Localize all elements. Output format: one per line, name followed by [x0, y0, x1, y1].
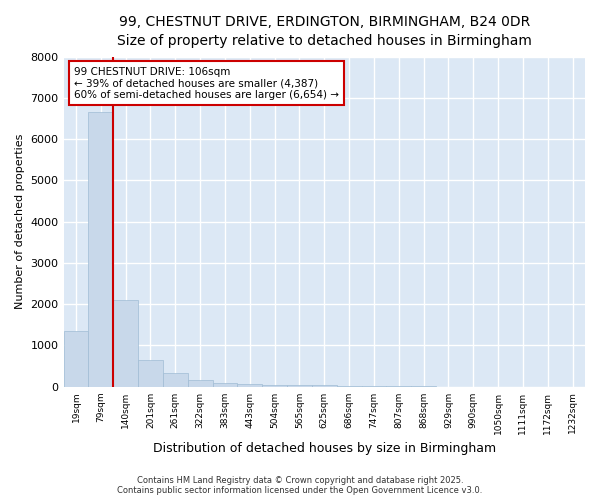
Title: 99, CHESTNUT DRIVE, ERDINGTON, BIRMINGHAM, B24 0DR
Size of property relative to : 99, CHESTNUT DRIVE, ERDINGTON, BIRMINGHA… [117, 15, 532, 48]
Bar [312, 385, 337, 386]
Text: Contains HM Land Registry data © Crown copyright and database right 2025.
Contai: Contains HM Land Registry data © Crown c… [118, 476, 482, 495]
Bar [188, 380, 212, 386]
Y-axis label: Number of detached properties: Number of detached properties [15, 134, 25, 310]
Bar [64, 331, 88, 386]
Bar [88, 112, 113, 386]
Bar [287, 385, 312, 386]
Bar [212, 383, 238, 386]
X-axis label: Distribution of detached houses by size in Birmingham: Distribution of detached houses by size … [153, 442, 496, 455]
Bar [113, 300, 138, 386]
Bar [238, 384, 262, 386]
Text: 99 CHESTNUT DRIVE: 106sqm
← 39% of detached houses are smaller (4,387)
60% of se: 99 CHESTNUT DRIVE: 106sqm ← 39% of detac… [74, 66, 339, 100]
Bar [163, 374, 188, 386]
Bar [262, 384, 287, 386]
Bar [138, 360, 163, 386]
